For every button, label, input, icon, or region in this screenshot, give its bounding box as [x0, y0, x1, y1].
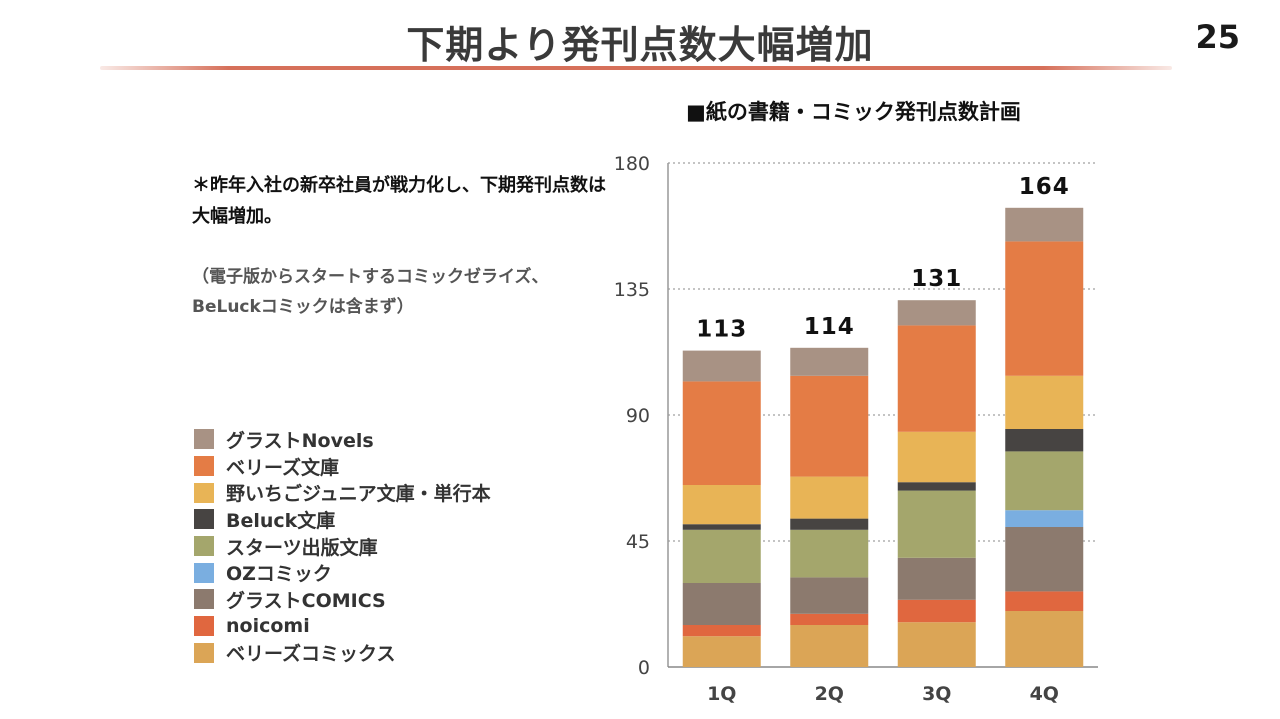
legend-item: 野いちごジュニア文庫・単行本 — [194, 479, 491, 506]
bar-segment — [790, 529, 869, 578]
bar-segment — [682, 529, 761, 583]
legend-item: OZコミック — [194, 559, 491, 586]
y-tick-label: 90 — [626, 405, 650, 427]
bar-total-label: 164 — [1019, 174, 1070, 200]
legend-swatch — [194, 616, 214, 637]
bar-segment — [897, 490, 976, 558]
bar-segment — [682, 381, 761, 485]
y-tick-label: 180 — [614, 153, 650, 175]
bar-segment — [1005, 207, 1084, 242]
bar-segment — [1005, 375, 1084, 429]
legend-label: Beluck文庫 — [226, 509, 336, 532]
bar-segment — [897, 325, 976, 432]
legend-label: スターツ出版文庫 — [226, 536, 378, 559]
legend-swatch — [194, 456, 214, 477]
legend-swatch — [194, 642, 214, 663]
x-tick-label: 4Q — [1030, 683, 1059, 705]
bar-segment — [790, 347, 869, 376]
chart-legend: グラストNovels ベリーズ文庫野いちごジュニア文庫・単行本 Beluck文庫スタ… — [194, 426, 491, 666]
legend-swatch — [194, 536, 214, 557]
bar-segment — [682, 583, 761, 625]
y-tick-label: 135 — [614, 279, 650, 301]
page-number: 25 — [1195, 18, 1240, 56]
legend-swatch — [194, 509, 214, 530]
legend-item: noicomi — [194, 613, 491, 640]
bar-total-label: 131 — [911, 266, 962, 292]
y-tick-label: 0 — [638, 657, 650, 679]
main-note: ＊昨年入社の新卒社員が戦力化し、下期発刊点数は大幅増加。 — [192, 175, 606, 227]
bar-segment — [1005, 451, 1084, 511]
legend-swatch — [194, 429, 214, 450]
bar-segment — [897, 431, 976, 483]
bar-segment — [897, 599, 976, 623]
title-underline — [100, 66, 1172, 70]
bar-segment — [682, 625, 761, 637]
bar-segment — [682, 524, 761, 530]
legend-item: ベリーズ文庫 — [194, 453, 491, 480]
legend-label: OZコミック — [226, 563, 332, 586]
legend-label: ベリーズ文庫 — [226, 456, 340, 479]
bar-segment — [790, 613, 869, 625]
bar-total-label: 113 — [696, 317, 747, 343]
sub-note: （電子版からスタートするコミックゼライズ、BeLuckコミックは含まず） — [192, 267, 549, 317]
bar-segment — [897, 557, 976, 600]
legend-label: ベリーズコミックス — [226, 643, 396, 666]
bar-segment — [897, 482, 976, 491]
x-tick-label: 1Q — [707, 683, 736, 705]
bar-segment — [897, 300, 976, 326]
legend-swatch — [194, 482, 214, 503]
bar-segment — [1005, 429, 1084, 452]
bar-segment — [790, 518, 869, 530]
legend-swatch — [194, 589, 214, 610]
chart-title: ■紙の書籍・コミック発刊点数計画 — [686, 100, 1021, 124]
bar-segment — [1005, 611, 1084, 667]
bar-segment — [682, 636, 761, 667]
bar-total-label: 114 — [804, 314, 855, 340]
bar-segment — [790, 476, 869, 519]
bar-segment — [790, 625, 869, 667]
bar-segment — [682, 485, 761, 525]
x-tick-label: 2Q — [815, 683, 844, 705]
x-tick-label: 3Q — [922, 683, 951, 705]
bar-segment — [1005, 510, 1084, 527]
legend-swatch — [194, 562, 214, 583]
legend-label: グラストNovels — [226, 429, 374, 452]
bar-segment — [1005, 527, 1084, 592]
slide-title: 下期より発刊点数大幅増加 — [406, 23, 874, 67]
legend-item: グラストCOMICS — [194, 586, 491, 613]
bar-segment — [790, 375, 869, 477]
legend-item: ベリーズコミックス — [194, 640, 491, 667]
bar-segment — [1005, 591, 1084, 611]
y-tick-label: 45 — [626, 531, 650, 553]
legend-item: スターツ出版文庫 — [194, 533, 491, 560]
legend-label: 野いちごジュニア文庫・単行本 — [226, 483, 491, 506]
bar-segment — [897, 622, 976, 667]
legend-label: グラストCOMICS — [226, 589, 386, 612]
legend-item: Beluck文庫 — [194, 506, 491, 533]
bar-segment — [790, 577, 869, 614]
bar-segment — [1005, 241, 1084, 376]
bar-segment — [682, 350, 761, 382]
legend-item: グラストNovels — [194, 426, 491, 453]
legend-label: noicomi — [226, 615, 310, 638]
